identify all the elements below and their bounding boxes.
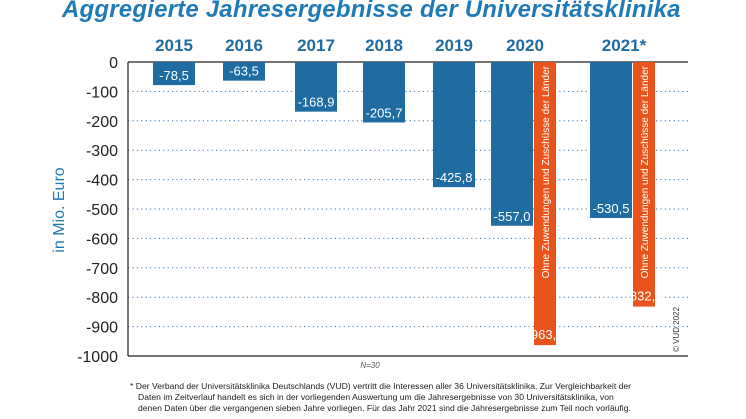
bar-ohne-zuwendungen — [534, 62, 556, 346]
bar-jahresergebnis — [590, 62, 632, 218]
bar-value-label: -557,0 — [494, 209, 531, 224]
bar-jahresergebnis — [491, 62, 533, 226]
y-tick-label: -600 — [86, 231, 118, 248]
bar-inbar-text: Ohne Zuwendungen und Zuschüsse der Lände… — [640, 65, 651, 278]
bar-value-label: -963,0 — [527, 327, 564, 342]
year-label: 2015 — [155, 36, 193, 55]
y-tick-label: -300 — [86, 143, 118, 160]
year-label: 2021* — [602, 36, 647, 55]
year-label: 2019 — [435, 36, 473, 55]
footnote-line-3: denen Daten über die vergangenen sieben … — [138, 403, 631, 414]
footnote-line-1: * Der Verband der Universitätsklinika De… — [130, 381, 632, 391]
copyright-note: © VUD 2022 — [672, 306, 681, 352]
bar-jahresergebnis — [153, 62, 195, 86]
bar-value-label: -832,0 — [626, 289, 663, 304]
y-tick-label: -200 — [86, 114, 118, 131]
y-tick-label: -1000 — [77, 349, 118, 366]
bar-value-label: -530,5 — [593, 201, 630, 216]
bar-jahresergebnis — [223, 62, 265, 81]
bar-value-label: -78,5 — [159, 68, 189, 83]
y-tick-label: -900 — [86, 320, 118, 337]
bar-jahresergebnis — [295, 62, 337, 112]
chart-title: Aggregierte Jahresergebnisse der Univers… — [62, 0, 681, 23]
bar-ohne-zuwendungen — [633, 62, 655, 307]
year-label: 2020 — [506, 36, 544, 55]
footnote-line-2: Daten im Zeitverlauf handelt es sich in … — [138, 392, 614, 403]
y-tick-label: -100 — [86, 84, 118, 101]
bar-inbar-text: Ohne Zuwendungen und Zuschüsse der Lände… — [541, 65, 552, 278]
bar-jahresergebnis — [363, 62, 405, 123]
year-label: 2017 — [297, 36, 335, 55]
bar-value-label: -425,8 — [436, 170, 473, 185]
year-label: 2018 — [365, 36, 403, 55]
bar-jahresergebnis — [433, 62, 475, 188]
bar-value-label: -205,7 — [366, 105, 403, 120]
y-tick-label: -500 — [86, 202, 118, 219]
bar-value-label: -63,5 — [229, 64, 259, 79]
footnote: * Der Verband der Universitätsklinika De… — [130, 381, 690, 415]
y-tick-label: -700 — [86, 261, 118, 278]
y-tick-label: 0 — [109, 55, 118, 72]
y-tick-label: -400 — [86, 173, 118, 190]
sample-size-annotation: N=30 — [360, 361, 380, 370]
bar-value-label: -168,9 — [298, 95, 335, 110]
y-axis-title: in Mio. Euro — [51, 167, 68, 252]
year-label: 2016 — [225, 36, 263, 55]
y-tick-label: -800 — [86, 290, 118, 307]
